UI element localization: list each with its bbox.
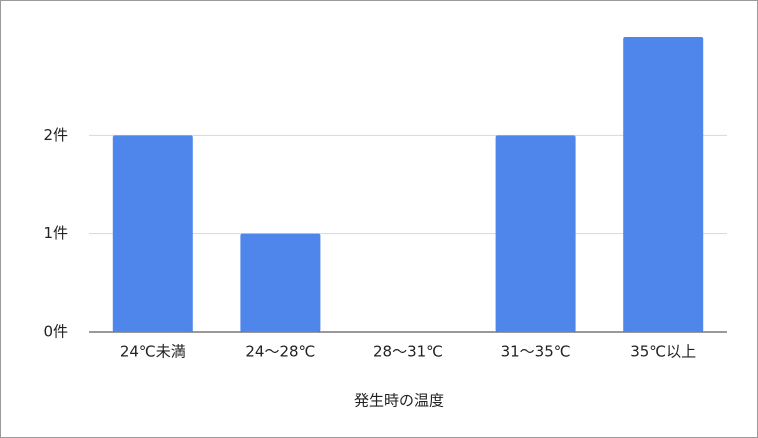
bar [495,135,576,332]
y-tick-label: 1件 [43,224,68,242]
x-tick-label: 28〜31℃ [373,343,443,361]
bar [240,233,321,332]
y-tick-label: 0件 [43,323,68,341]
x-tick-label: 24〜28℃ [245,343,315,361]
bar [623,37,704,332]
x-tick-label: 24℃未満 [120,343,186,361]
x-tick-label: 35℃以上 [630,343,696,361]
x-axis-title: 発生時の温度 [354,392,444,410]
bar [112,135,193,332]
y-tick-label: 2件 [43,126,68,144]
x-tick-label: 31〜35℃ [501,343,571,361]
